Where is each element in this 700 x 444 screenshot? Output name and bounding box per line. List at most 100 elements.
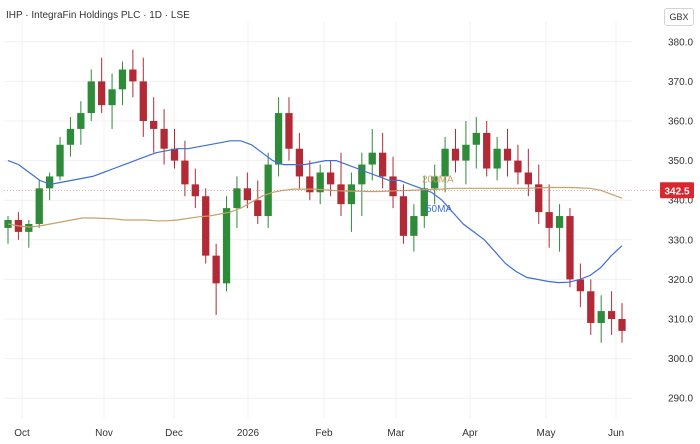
x-tick-label: Nov: [95, 428, 113, 439]
candles: [4, 49, 626, 343]
candle: [87, 69, 95, 121]
candle-body: [118, 69, 127, 90]
candle: [524, 148, 532, 197]
candle: [389, 156, 397, 209]
candle-body: [45, 176, 54, 189]
candle: [503, 128, 512, 177]
annotations: 200MA 50MA 342.5: [4, 174, 694, 215]
candle-body: [618, 319, 626, 331]
candle: [139, 57, 147, 137]
candle: [316, 164, 324, 205]
candle-body: [98, 81, 106, 106]
candle-body: [150, 121, 158, 129]
candle-body: [472, 132, 480, 145]
candle-body: [524, 172, 532, 185]
candle-body: [358, 164, 366, 185]
candle: [451, 128, 460, 173]
candle-body: [566, 216, 574, 280]
candle: [566, 208, 574, 288]
candle: [514, 144, 522, 185]
candle: [274, 97, 283, 177]
candle: [368, 128, 376, 181]
candle-body: [576, 279, 585, 292]
candle-body: [25, 223, 33, 232]
y-tick-label: 350.0: [668, 156, 693, 167]
candle: [295, 132, 304, 189]
candle: [150, 97, 158, 153]
candle-body: [399, 196, 408, 236]
candle: [379, 132, 387, 189]
candle: [285, 97, 293, 161]
candle-body: [274, 113, 283, 165]
currency-badge[interactable]: GBX: [664, 8, 694, 26]
candle-body: [597, 311, 605, 323]
ma50-label: 50MA: [426, 204, 452, 215]
candle: [160, 109, 168, 165]
candle-body: [347, 184, 356, 205]
candle: [191, 168, 199, 209]
candle: [587, 279, 595, 335]
candle-body: [503, 148, 512, 161]
y-tick-label: 290.0: [668, 394, 693, 405]
candle: [108, 73, 116, 129]
candle: [441, 136, 449, 193]
candle-body: [306, 176, 314, 193]
y-tick-label: 340.0: [668, 196, 693, 207]
candle-body: [451, 148, 460, 161]
candle: [212, 243, 220, 316]
grid: [4, 22, 632, 418]
candle-body: [493, 148, 501, 169]
candle-body: [316, 172, 324, 193]
x-tick-label: Mar: [387, 428, 405, 439]
candle-body: [254, 200, 262, 217]
x-tick-label: Oct: [14, 428, 30, 439]
candle-body: [87, 81, 95, 114]
candle: [358, 152, 366, 217]
candle: [472, 117, 480, 169]
candle-body: [222, 208, 231, 284]
candle-body: [160, 128, 168, 149]
candle: [129, 49, 137, 98]
candle-body: [56, 144, 64, 177]
candle: [462, 121, 470, 185]
candle-body: [4, 220, 12, 228]
candle-body: [66, 128, 75, 145]
candle-body: [607, 311, 616, 319]
candle: [222, 196, 231, 292]
candle: [607, 291, 616, 335]
candle-body: [285, 113, 293, 149]
y-tick-label: 370.0: [668, 77, 693, 88]
candle: [431, 164, 439, 205]
candle: [118, 61, 127, 106]
candle-body: [108, 89, 116, 106]
candle: [410, 204, 418, 252]
x-tick-label: Dec: [165, 428, 183, 439]
candle-body: [587, 291, 595, 323]
candle-body: [233, 188, 241, 209]
x-axis-labels: Oct Nov Dec 2026 Feb Mar Apr May Jun: [14, 428, 624, 439]
candle: [56, 136, 64, 181]
candle-body: [77, 113, 85, 129]
candle: [77, 101, 85, 145]
x-tick-label: Jun: [608, 428, 624, 439]
ma200-label: 200MA: [422, 174, 454, 185]
chart-title: IHP · IntegraFin Holdings PLC · 1D · LSE: [6, 10, 190, 21]
candle: [35, 180, 43, 228]
candle-body: [129, 69, 137, 82]
y-tick-label: 330.0: [668, 235, 693, 246]
y-tick-label: 380.0: [668, 37, 693, 48]
candle-body: [410, 216, 418, 236]
candle: [337, 152, 345, 217]
candle: [535, 164, 543, 224]
candle: [306, 160, 314, 201]
candle-body: [483, 132, 491, 169]
ma-line-50ma: [7, 140, 623, 284]
candle: [597, 295, 605, 343]
y-axis-labels: 290.0 300.0 310.0 320.0 330.0 340.0 350.0 360.0…: [668, 37, 693, 404]
candle: [233, 176, 241, 228]
candle: [202, 188, 210, 264]
x-tick-label: Apr: [462, 428, 478, 439]
candle: [347, 172, 356, 232]
candle-body: [514, 160, 522, 173]
